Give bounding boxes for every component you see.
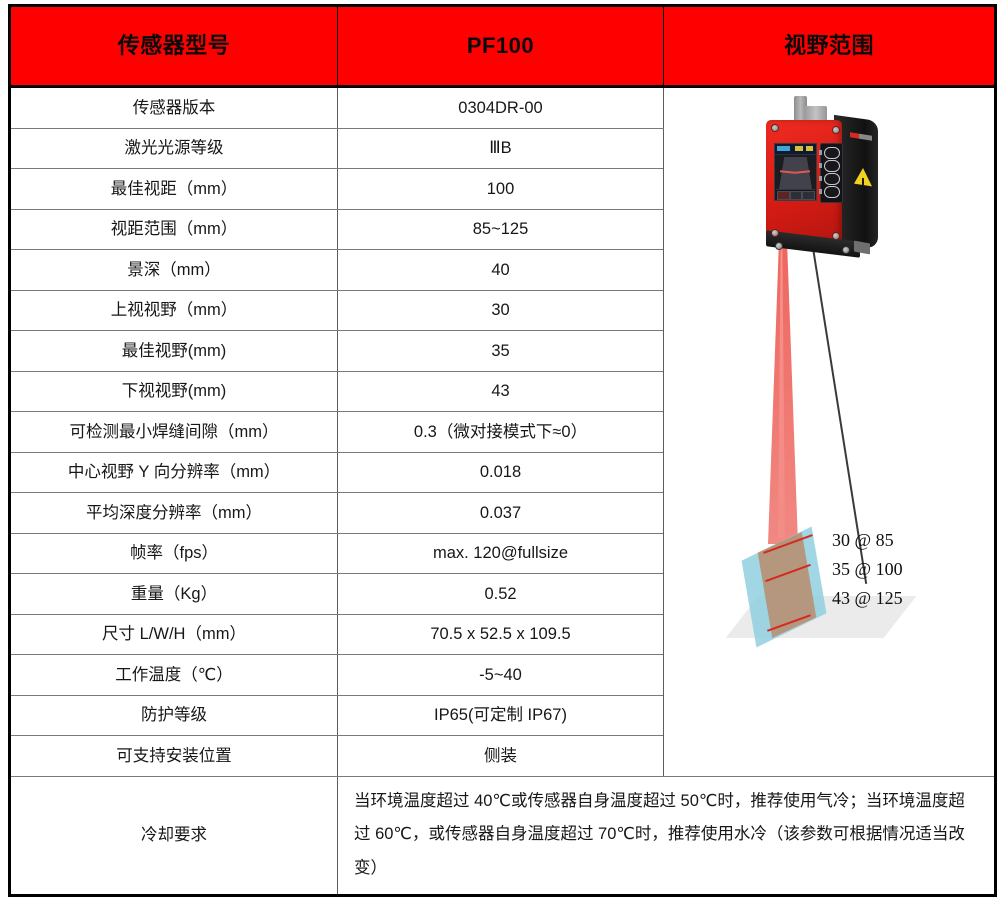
status-chip-icon bbox=[806, 146, 813, 151]
row-value: 85~125 bbox=[337, 208, 664, 250]
display-toolbar bbox=[776, 189, 815, 200]
screw-icon bbox=[775, 242, 783, 250]
screw-icon bbox=[771, 124, 779, 132]
row-value: 0.018 bbox=[337, 451, 664, 493]
row-label: 尺寸 L/W/H（mm） bbox=[9, 613, 338, 655]
sensor-display-screen bbox=[774, 143, 817, 201]
header-sensor-model: 传感器型号 bbox=[9, 5, 338, 88]
keypad-led-icon bbox=[819, 176, 822, 181]
row-value: 0.52 bbox=[337, 573, 664, 615]
row-value: 30 bbox=[337, 289, 664, 331]
row-label: 视距范围（mm） bbox=[9, 208, 338, 250]
weld-seam-line bbox=[780, 171, 811, 179]
row-value: 35 bbox=[337, 330, 664, 372]
row-label: 防护等级 bbox=[9, 694, 338, 736]
cable-icon bbox=[794, 96, 807, 122]
table-row-cooling: 冷却要求 当环境温度超过 40℃或传感器自身温度超过 50℃时，推荐使用气冷；当… bbox=[9, 775, 996, 896]
display-button-icon bbox=[802, 191, 815, 200]
table-row: 最佳视野(mm) 35 bbox=[9, 330, 996, 372]
table-header-row: 传感器型号 PF100 视野范围 bbox=[9, 5, 996, 88]
fov-label-mid: 35 @ 100 bbox=[832, 558, 903, 579]
screw-icon bbox=[842, 246, 850, 254]
row-label: 上视视野（mm） bbox=[9, 289, 338, 331]
spec-sheet: 传感器型号 PF100 视野范围 传感器版本 0304DR-00 bbox=[0, 0, 1003, 855]
fov-illustration-cell: 30 @ 85 35 @ 100 43 @ 125 bbox=[663, 86, 996, 777]
row-value: 0304DR-00 bbox=[337, 86, 664, 129]
row-label: 最佳视野(mm) bbox=[9, 330, 338, 372]
row-value: ⅢB bbox=[337, 127, 664, 169]
display-button-icon bbox=[777, 191, 790, 200]
laser-hazard-warning-mark bbox=[862, 177, 864, 186]
sensor-spec-table: 传感器型号 PF100 视野范围 传感器版本 0304DR-00 bbox=[8, 4, 997, 897]
laser-sensor-device bbox=[750, 96, 890, 258]
row-label: 可支持安装位置 bbox=[9, 735, 338, 777]
keypad-button-4 bbox=[824, 186, 840, 198]
fov-label-far: 43 @ 125 bbox=[832, 587, 903, 608]
fov-label-near: 30 @ 85 bbox=[832, 530, 894, 550]
row-value: -5~40 bbox=[337, 654, 664, 696]
illustration-stage: 30 @ 85 35 @ 100 43 @ 125 bbox=[664, 88, 994, 748]
row-value: 70.5 x 52.5 x 109.5 bbox=[337, 613, 664, 655]
row-value: IP65(可定制 IP67) bbox=[337, 694, 664, 736]
screw-icon bbox=[771, 229, 779, 237]
table-row: 传感器版本 0304DR-00 bbox=[9, 86, 996, 777]
row-value: 0.3（微对接模式下≈0） bbox=[337, 411, 664, 453]
row-label-cooling: 冷却要求 bbox=[9, 775, 338, 896]
row-label: 最佳视距（mm） bbox=[9, 168, 338, 210]
row-value: 侧装 bbox=[337, 735, 664, 777]
row-label: 传感器版本 bbox=[9, 86, 338, 129]
status-chip-icon bbox=[795, 146, 803, 151]
screw-icon bbox=[832, 232, 840, 240]
status-chip-icon bbox=[777, 146, 790, 151]
laser-beam-core bbox=[778, 246, 785, 538]
fov-illustration: 30 @ 85 35 @ 100 43 @ 125 bbox=[664, 88, 994, 748]
table-row: 视距范围（mm） 85~125 bbox=[9, 208, 996, 250]
table-row: 重量（Kg） 0.52 bbox=[9, 573, 996, 615]
row-label: 下视视野(mm) bbox=[9, 370, 338, 412]
display-button-icon bbox=[790, 191, 802, 200]
row-label: 中心视野 Y 向分辨率（mm） bbox=[9, 451, 338, 493]
table-row: 最佳视距（mm） 100 bbox=[9, 168, 996, 210]
keypad-led-icon bbox=[819, 189, 822, 194]
table-row: 下视视野(mm) 43 bbox=[9, 370, 996, 412]
row-value: 43 bbox=[337, 370, 664, 412]
fov-label-group: 30 @ 85 35 @ 100 43 @ 125 bbox=[832, 526, 903, 612]
screw-icon bbox=[832, 126, 840, 134]
row-value: 40 bbox=[337, 249, 664, 291]
display-status-bar bbox=[775, 144, 816, 155]
table-row: 可检测最小焊缝间隙（mm） 0.3（微对接模式下≈0） bbox=[9, 411, 996, 453]
row-label: 工作温度（℃） bbox=[9, 654, 338, 696]
keypad-button-2 bbox=[824, 160, 840, 172]
row-value: 100 bbox=[337, 168, 664, 210]
sensor-keypad bbox=[819, 143, 843, 203]
table-row: 平均深度分辨率（mm） 0.037 bbox=[9, 492, 996, 534]
keypad-led-icon bbox=[819, 163, 822, 168]
header-model-pf100: PF100 bbox=[337, 5, 664, 88]
row-label: 重量（Kg） bbox=[9, 573, 338, 615]
row-label: 可检测最小焊缝间隙（mm） bbox=[9, 411, 338, 453]
table-row: 上视视野（mm） 30 bbox=[9, 289, 996, 331]
table-row: 景深（mm） 40 bbox=[9, 249, 996, 291]
row-label: 景深（mm） bbox=[9, 249, 338, 291]
keypad-button-1 bbox=[824, 147, 840, 159]
row-value: max. 120@fullsize bbox=[337, 532, 664, 574]
row-value-cooling: 当环境温度超过 40℃或传感器自身温度超过 50℃时，推荐使用气冷；当环境温度超… bbox=[337, 775, 996, 896]
row-label: 帧率（fps） bbox=[9, 532, 338, 574]
header-field-of-view: 视野范围 bbox=[663, 5, 996, 88]
row-label: 激光光源等级 bbox=[9, 127, 338, 169]
row-label: 平均深度分辨率（mm） bbox=[9, 492, 338, 534]
keypad-button-3 bbox=[824, 173, 840, 185]
keypad-led-icon bbox=[819, 150, 822, 155]
connector-icon bbox=[805, 106, 827, 124]
table-row: 尺寸 L/W/H（mm） 70.5 x 52.5 x 109.5 bbox=[9, 613, 996, 655]
table-row: 帧率（fps） max. 120@fullsize bbox=[9, 532, 996, 574]
row-value: 0.037 bbox=[337, 492, 664, 534]
